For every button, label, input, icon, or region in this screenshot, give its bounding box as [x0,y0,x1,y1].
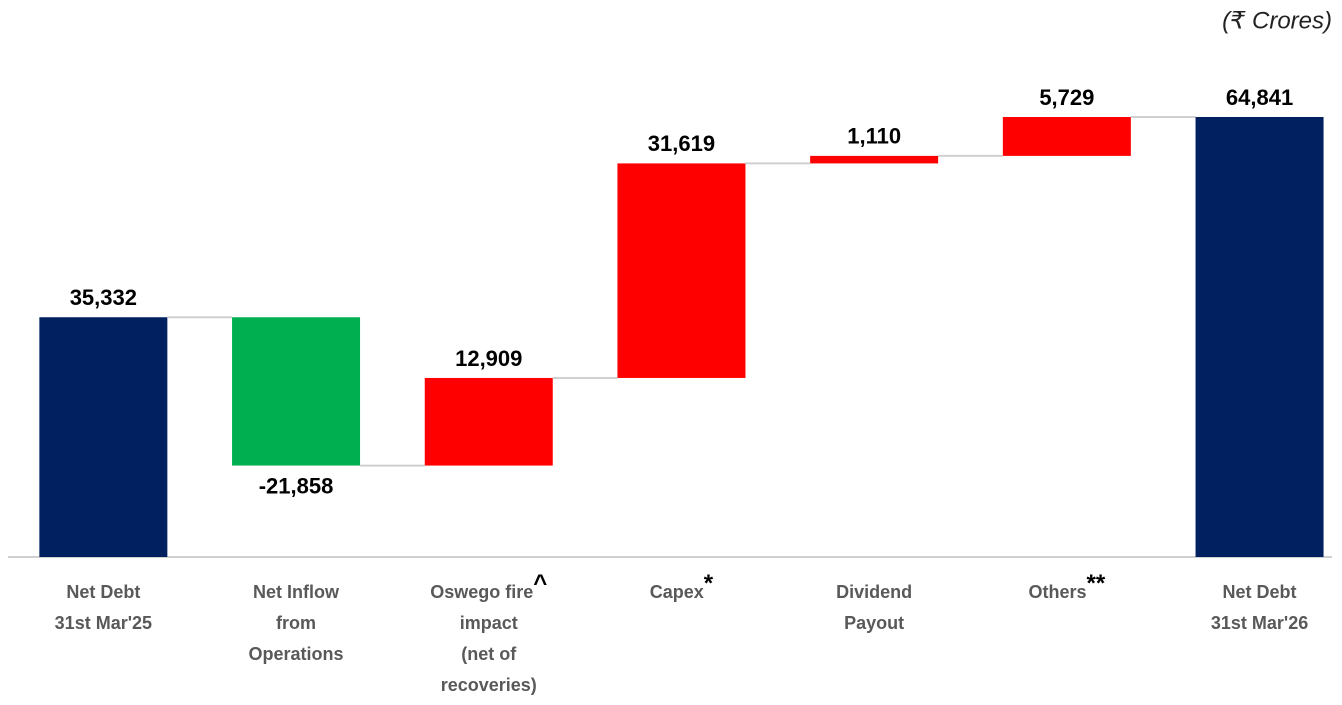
bar [1195,117,1324,557]
bar [39,317,168,557]
category-label: Net Debt [1223,582,1297,602]
category-line: Operations [249,644,344,664]
bar [810,155,939,164]
category-line: Oswego fire [430,582,533,602]
category-line: from [276,613,316,633]
unit-label: (₹ Crores) [1222,7,1332,34]
category-line: Others [1028,582,1086,602]
category-label: Operations [249,644,344,664]
value-label: 31,619 [648,131,715,156]
bar [232,317,361,466]
category-label: from [276,613,316,633]
category-line: Net Debt [66,582,140,602]
value-label: -21,858 [259,473,334,498]
category-line: Capex [650,582,704,602]
bar [617,163,746,378]
bar [1002,117,1131,156]
category-label: Net Inflow [253,582,340,602]
category-label: Others** [1028,570,1105,601]
category-label: Capex* [650,570,714,601]
value-label: 5,729 [1039,85,1094,110]
category-line: (net of [461,644,517,664]
category-line: recoveries) [441,675,537,695]
category-label: Net Debt [66,582,140,602]
category-line: 31st Mar'26 [1211,613,1308,633]
category-line: Payout [844,613,904,633]
value-label: 1,110 [847,124,901,149]
category-mark: * [704,570,714,597]
category-label: Oswego fire^ [430,570,547,601]
value-label: 35,332 [70,285,137,310]
category-label: 31st Mar'26 [1211,613,1308,633]
category-line: 31st Mar'25 [55,613,152,633]
category-mark: ** [1087,570,1106,597]
category-label: 31st Mar'25 [55,613,152,633]
category-line: Net Debt [1223,582,1297,602]
value-label: 12,909 [455,346,522,371]
category-line: Net Inflow [253,582,340,602]
value-label: 64,841 [1226,85,1293,110]
category-label: Payout [844,613,904,633]
bar [424,377,553,466]
category-label: Dividend [836,582,912,602]
category-label: (net of [461,644,517,664]
category-label: impact [460,613,518,633]
category-line: impact [460,613,518,633]
category-mark: ^ [533,570,547,597]
category-label: recoveries) [441,675,537,695]
category-line: Dividend [836,582,912,602]
